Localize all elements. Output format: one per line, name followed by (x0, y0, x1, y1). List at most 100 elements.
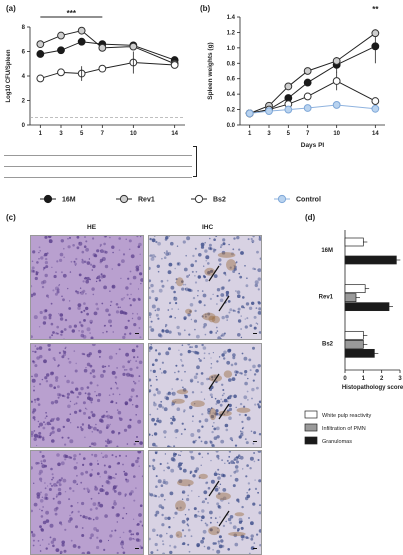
point-16m (78, 38, 85, 45)
y-axis-label: Log10 CFU/Spleen (6, 49, 12, 102)
point-rev1 (78, 27, 85, 34)
x-tick-label: 3 (398, 376, 402, 382)
x-tick-label: 1 (362, 376, 366, 382)
point-bs2 (58, 69, 65, 76)
y-tick-label: 4 (22, 74, 26, 80)
point-control (304, 105, 311, 112)
panel-label-c: (c) (6, 213, 16, 222)
legend-label-rev1: Rev1 (138, 197, 155, 204)
point-rev1 (304, 68, 311, 75)
legend-swatch (305, 424, 317, 431)
bar-granulomas (345, 349, 374, 357)
point-rev1 (333, 58, 340, 65)
legend-marker-bs2 (195, 195, 202, 202)
y-tick-label: 0.6 (227, 77, 236, 83)
significance-marker: ** (372, 5, 379, 14)
y-tick-label: 1.0 (227, 46, 236, 52)
micrograph-texture (31, 236, 143, 339)
point-bs2 (304, 93, 311, 100)
y-tick-label: 1.4 (227, 15, 236, 21)
legend-label-bs2: Bs2 (213, 197, 226, 204)
x-tick-label: 14 (171, 131, 178, 137)
legend-swatch (305, 411, 317, 418)
micrograph-texture (31, 451, 143, 554)
scale-bar-label (253, 333, 257, 335)
y-tick-label: 0.0 (227, 123, 236, 129)
x-tick-label: 5 (80, 131, 84, 137)
legend-label: Infiltration of PMN (322, 426, 366, 432)
point-control (246, 110, 253, 117)
micrograph-he (30, 343, 144, 448)
legend-label: Granulomas (322, 439, 352, 445)
legend-marker-16m (44, 195, 51, 202)
point-rev1 (130, 43, 137, 50)
point-control (333, 102, 340, 109)
point-rev1 (372, 30, 379, 37)
x-tick-label: 2 (380, 376, 384, 382)
category-label: Rev1 (319, 295, 334, 301)
column-label-he: HE (87, 224, 96, 231)
bar-white-pulp-reactivity (345, 238, 363, 246)
point-rev1 (99, 44, 106, 51)
micrograph-texture (149, 236, 261, 339)
x-tick-label: 3 (59, 131, 63, 137)
series-line-rev1 (250, 33, 376, 113)
x-tick-label: 3 (267, 131, 271, 137)
point-rev1 (285, 83, 292, 90)
bar-granulomas (345, 303, 389, 311)
bar-white-pulp-reactivity (345, 331, 363, 339)
bacteremia-bracket (193, 146, 197, 177)
legend-swatch (305, 437, 317, 444)
micrograph-ihc (148, 235, 262, 340)
x-axis-label: Days PI (301, 142, 325, 149)
category-label: 16M (321, 248, 333, 254)
x-tick-label: 7 (101, 131, 105, 137)
micrograph-texture (31, 344, 143, 447)
point-16m (304, 79, 311, 86)
point-control (285, 106, 292, 113)
x-tick-label: 7 (306, 131, 310, 137)
y-tick-label: 8 (22, 25, 26, 31)
point-bs2 (99, 65, 106, 72)
bacteremia-row-separator (4, 155, 192, 156)
y-tick-label: 0.2 (227, 108, 236, 114)
y-tick-label: 2 (22, 99, 26, 105)
significance-marker: *** (67, 9, 77, 18)
x-tick-label: 10 (130, 131, 137, 137)
column-label-ihc: IHC (202, 224, 213, 231)
bar-granulomas (345, 256, 396, 264)
scale-bar-label (135, 333, 139, 335)
legend-marker-control (278, 195, 285, 202)
bacteremia-row-separator (4, 166, 192, 167)
point-bs2 (37, 75, 44, 82)
y-tick-label: 0.8 (227, 61, 236, 67)
micrograph-ihc (148, 343, 262, 448)
legend-label: White pulp reactivity (322, 413, 371, 419)
x-axis-label: Histopathology score (342, 385, 403, 391)
bar-infiltration-of-pmn (345, 294, 356, 302)
point-16m (372, 43, 379, 50)
scale-bar-label (253, 441, 257, 443)
x-tick-label: 14 (372, 131, 379, 137)
scale-bar-label (135, 441, 139, 443)
bar-white-pulp-reactivity (345, 285, 365, 293)
panel-label-d: (d) (305, 213, 315, 222)
y-axis-label: Spleen weights (g) (207, 42, 214, 99)
x-tick-label: 1 (248, 131, 252, 137)
point-rev1 (37, 41, 44, 48)
bar-infiltration-of-pmn (345, 340, 363, 348)
arrow-icon (219, 296, 229, 311)
category-label: Bs2 (322, 341, 334, 347)
micrograph-texture (149, 451, 261, 554)
point-bs2 (372, 98, 379, 105)
micrograph-he (30, 450, 144, 555)
micrograph-texture (149, 344, 261, 447)
y-tick-label: 0 (22, 123, 26, 129)
point-16m (37, 51, 44, 58)
bacteremia-row-separator (4, 177, 192, 178)
point-bs2 (333, 78, 340, 85)
point-16m (58, 47, 65, 54)
